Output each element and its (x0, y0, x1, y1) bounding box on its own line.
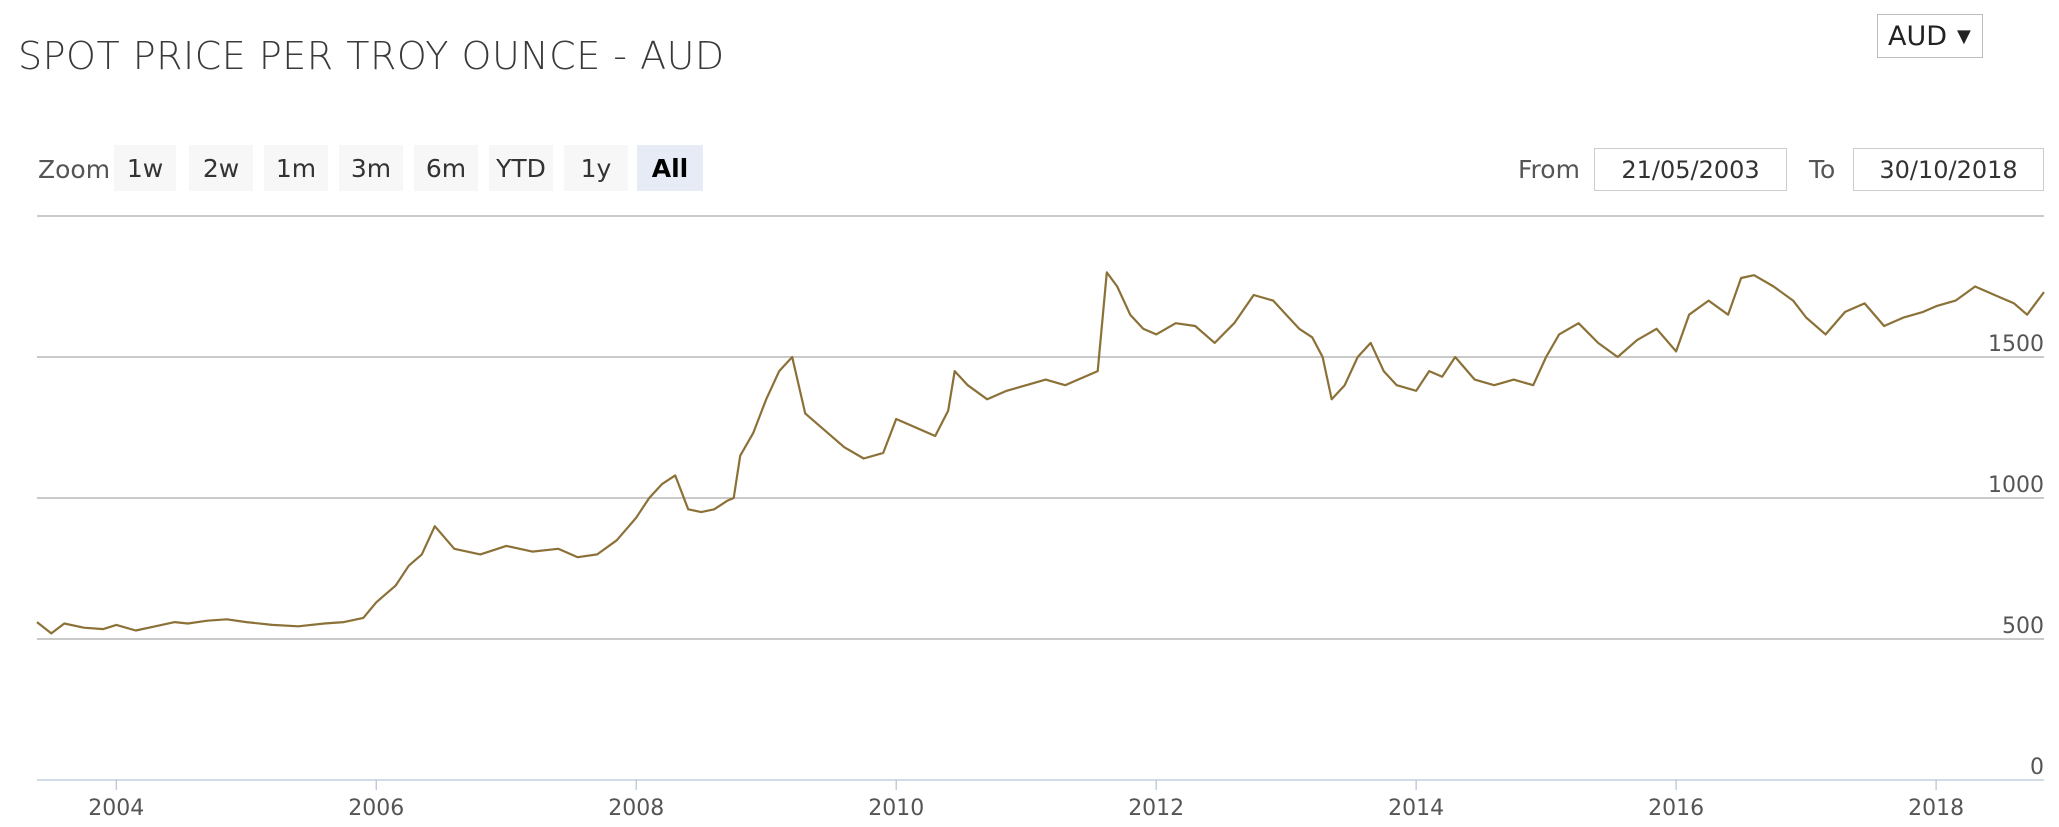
price-series-line (36, 271, 2045, 635)
to-date-input[interactable]: 30/10/2018 (1853, 148, 2044, 191)
plot-area (36, 271, 2045, 635)
y-tick-label: 1500 (1988, 332, 2044, 357)
x-tick-label: 2008 (608, 796, 664, 821)
x-tick-label: 2004 (88, 796, 144, 821)
y-tick-label: 0 (2030, 755, 2044, 780)
y-tick-label: 500 (2002, 614, 2044, 639)
zoom-1m-button[interactable]: 1m (264, 145, 328, 191)
x-axis: 2004 2006 2008 2010 2012 2014 2016 2018 (88, 780, 1964, 821)
y-tick-label: 1000 (1988, 473, 2044, 498)
y-axis-labels: 0 500 1000 1500 (1988, 332, 2044, 780)
x-tick-label: 2006 (348, 796, 404, 821)
x-tick-label: 2014 (1388, 796, 1444, 821)
zoom-all-button[interactable]: All (637, 145, 703, 191)
to-label: To (1809, 155, 1836, 184)
x-tick-label: 2016 (1648, 796, 1704, 821)
chart-title: SPOT PRICE PER TROY OUNCE - AUD (18, 34, 725, 78)
from-label: From (1518, 155, 1580, 184)
zoom-1w-button[interactable]: 1w (114, 145, 176, 191)
x-tick-label: 2010 (868, 796, 924, 821)
from-date-input[interactable]: 21/05/2003 (1594, 148, 1787, 191)
zoom-2w-button[interactable]: 2w (189, 145, 253, 191)
gridlines (37, 356, 2044, 781)
currency-select[interactable]: AUD ▼ (1877, 14, 1983, 58)
x-tick-label: 2018 (1908, 796, 1964, 821)
zoom-6m-button[interactable]: 6m (414, 145, 478, 191)
chevron-down-icon: ▼ (1957, 25, 1971, 47)
currency-value: AUD (1888, 20, 1948, 52)
zoom-3m-button[interactable]: 3m (339, 145, 403, 191)
zoom-1y-button[interactable]: 1y (564, 145, 628, 191)
zoom-ytd-button[interactable]: YTD (489, 145, 553, 191)
zoom-label: Zoom (38, 155, 111, 184)
x-tick-label: 2012 (1128, 796, 1184, 821)
